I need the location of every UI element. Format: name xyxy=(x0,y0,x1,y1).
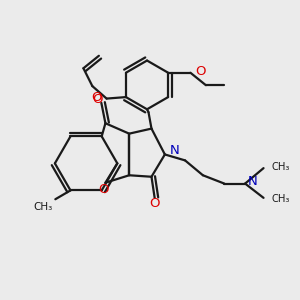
Text: CH₃: CH₃ xyxy=(272,162,290,172)
Text: O: O xyxy=(195,65,206,78)
Text: N: N xyxy=(170,144,180,158)
Text: CH₃: CH₃ xyxy=(272,194,290,204)
Text: O: O xyxy=(92,93,103,106)
Text: O: O xyxy=(92,91,102,103)
Text: O: O xyxy=(149,197,160,210)
Text: O: O xyxy=(99,183,109,196)
Text: N: N xyxy=(248,175,258,188)
Text: CH₃: CH₃ xyxy=(34,202,53,212)
